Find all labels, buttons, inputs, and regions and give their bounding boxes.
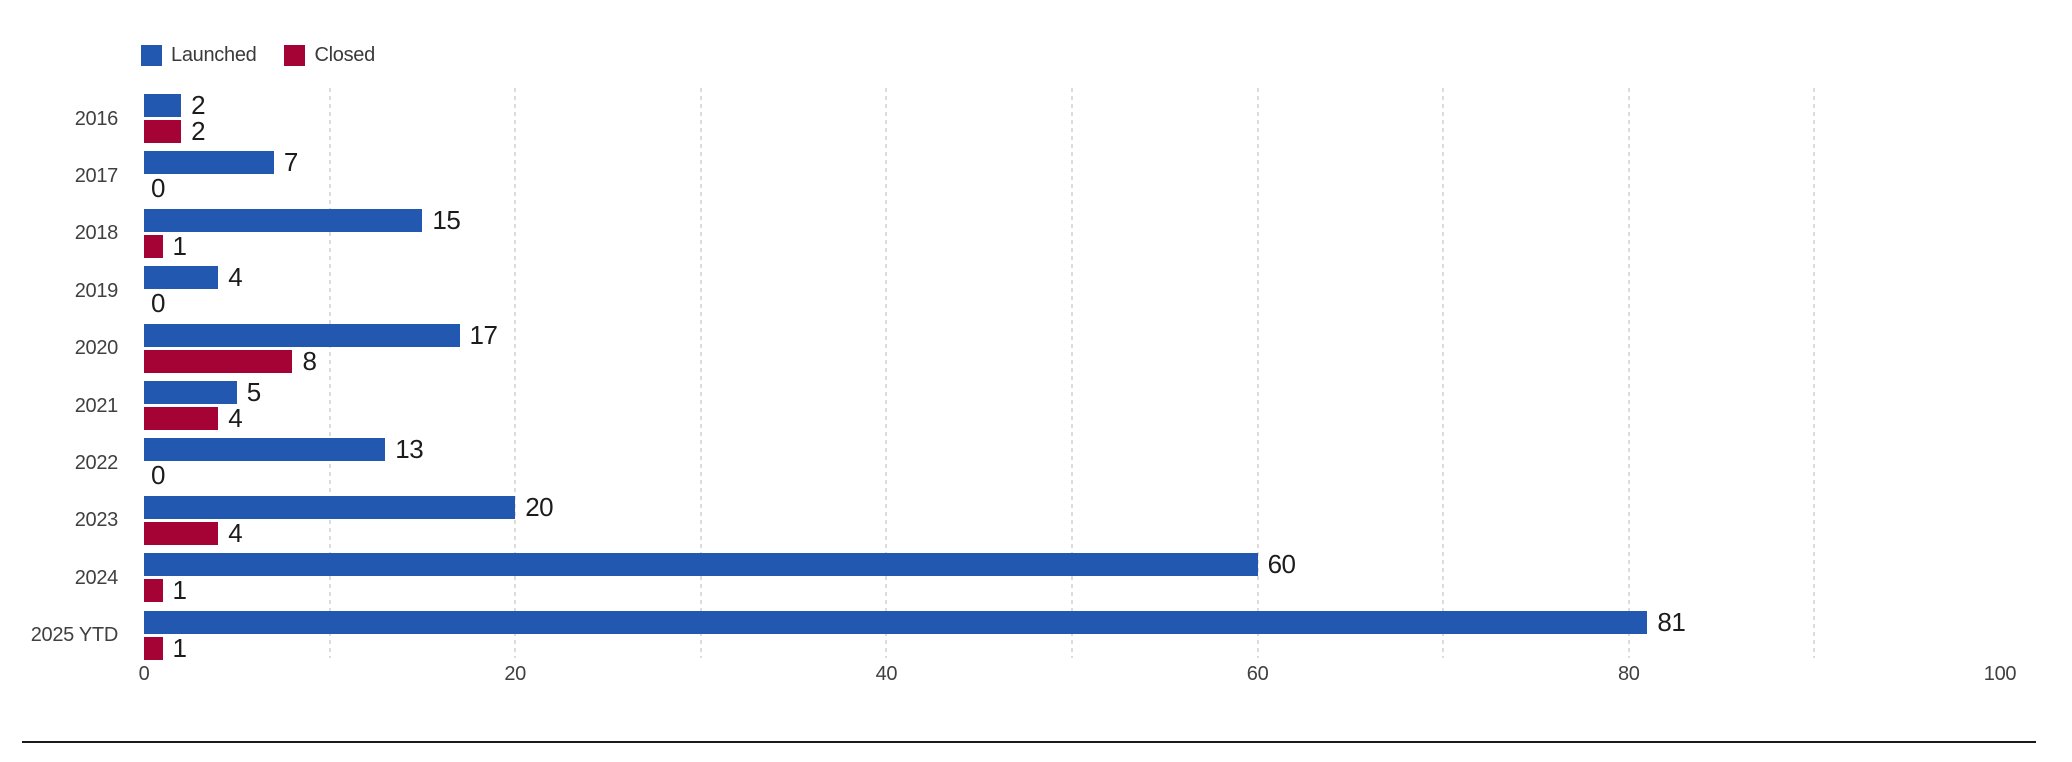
legend-item-launched: Launched: [141, 44, 257, 67]
chart-legend: Launched Closed: [141, 44, 375, 67]
category-label: 2020: [74, 337, 119, 360]
x-tick-label: 60: [1246, 663, 1269, 685]
value-label: 0: [151, 460, 165, 491]
value-label: 4: [228, 517, 243, 548]
value-label: 60: [1267, 549, 1296, 580]
category-label: 2021: [74, 394, 119, 417]
legend-label-launched: Launched: [171, 44, 257, 66]
category-label: 2017: [74, 164, 119, 187]
category-label: 2016: [74, 107, 119, 130]
bar-launched: [144, 381, 237, 404]
gridline: [1627, 88, 1630, 658]
bar-closed: [144, 636, 163, 660]
x-tick-label: 40: [875, 663, 898, 685]
x-tick-label: 80: [1617, 663, 1640, 685]
legend-swatch-closed-icon: [284, 45, 306, 66]
category-label: 2024: [74, 566, 119, 589]
gridline: [1256, 88, 1259, 658]
gridline: [885, 88, 888, 658]
bar-launched: [144, 553, 1258, 577]
value-label: 1: [172, 230, 187, 261]
value-label: 0: [151, 288, 165, 319]
bar-launched: [144, 94, 182, 117]
bar-launched: [144, 323, 460, 347]
value-label: 17: [469, 319, 498, 350]
value-label: 1: [172, 575, 187, 606]
value-label: 8: [302, 345, 317, 376]
value-label: 20: [525, 491, 554, 522]
x-tick-label: 0: [138, 663, 150, 685]
bar-launched: [144, 151, 274, 175]
bar-launched: [144, 208, 423, 232]
bar-closed: [144, 407, 219, 430]
value-label: 2: [191, 90, 206, 120]
value-label: 1: [172, 632, 187, 663]
bar-launched: [144, 610, 1648, 634]
gridline: [1442, 88, 1445, 658]
bar-closed: [144, 349, 293, 373]
bar-closed: [144, 579, 163, 603]
gridline: [514, 88, 517, 658]
category-label: 2018: [74, 222, 119, 245]
value-label: 2: [191, 116, 206, 146]
bar-launched: [144, 495, 516, 519]
category-label: 2025 YTD: [30, 624, 119, 647]
gridline: [699, 88, 702, 658]
bar-launched: [144, 438, 386, 462]
category-label: 2019: [74, 279, 119, 302]
bottom-divider-line: [22, 741, 2036, 743]
value-label: 4: [228, 403, 243, 433]
x-tick-label: 20: [504, 663, 527, 685]
gridline: [1813, 88, 1816, 658]
value-label: 4: [228, 262, 243, 293]
value-label: 13: [395, 434, 424, 465]
bar-closed: [144, 234, 163, 258]
gridline: [1071, 88, 1073, 658]
x-tick-label: 100: [1983, 663, 2017, 685]
legend-label-closed: Closed: [314, 44, 375, 66]
bar-closed: [144, 521, 219, 545]
legend-swatch-launched-icon: [141, 45, 162, 66]
bar-closed: [144, 120, 182, 143]
value-label: 81: [1657, 606, 1686, 637]
category-label: 2023: [74, 509, 119, 532]
value-label: 15: [432, 204, 461, 235]
bar-launched: [144, 266, 219, 290]
value-label: 7: [283, 147, 298, 178]
gridline: [328, 88, 331, 658]
category-label: 2022: [74, 451, 119, 474]
value-label: 0: [151, 173, 165, 204]
value-label: 5: [246, 377, 261, 407]
legend-item-closed: Closed: [284, 44, 375, 67]
